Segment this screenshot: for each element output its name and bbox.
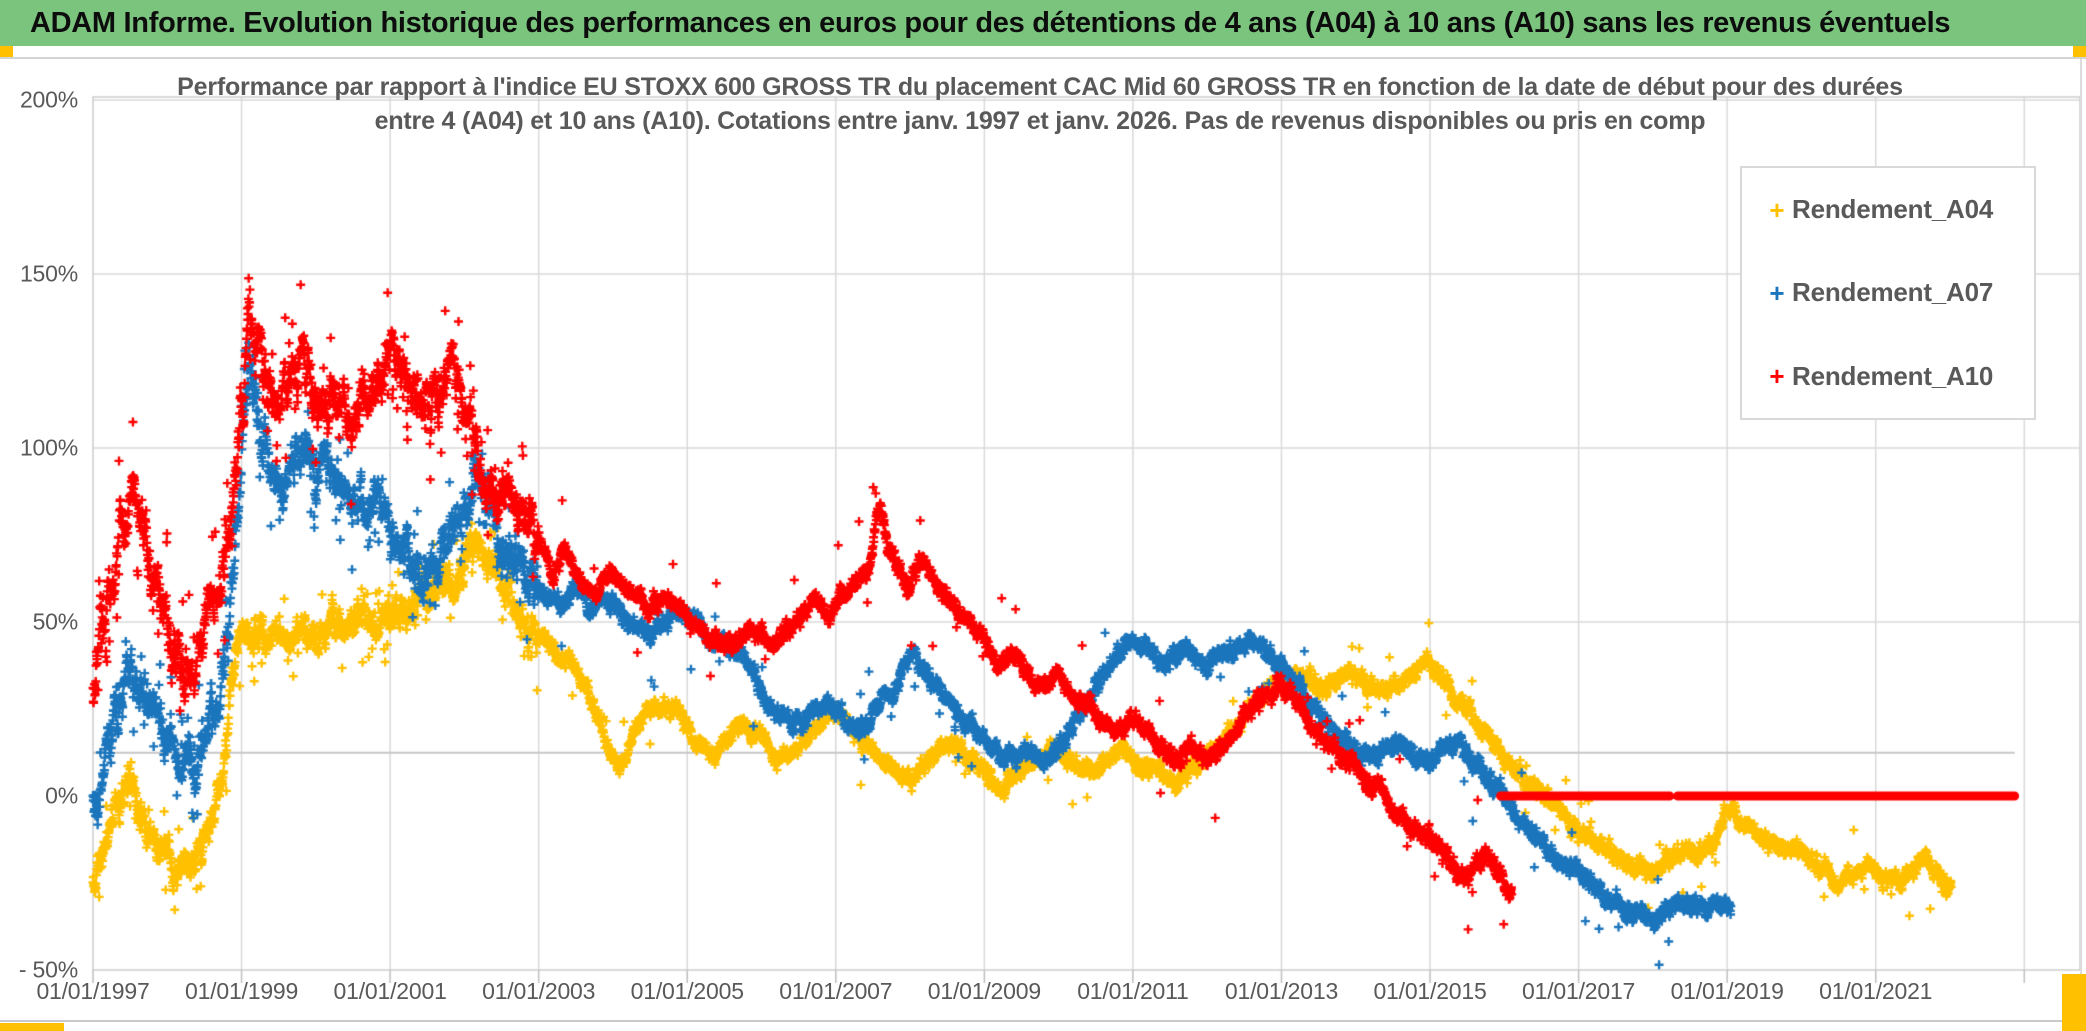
legend-plus-marker-icon: + [1769,194,1785,225]
legend-plus-marker-icon: + [1769,277,1785,308]
x-axis-label: 01/01/2003 [482,978,596,1004]
x-axis-label: 01/01/2005 [630,978,744,1004]
chart-title: Performance par rapport à l'indice EU ST… [130,70,1950,138]
y-axis-label: - 50% [18,956,78,983]
window-right-border [2080,59,2082,974]
y-axis-label: 150% [19,260,78,287]
y-axis-label: 0% [45,782,78,809]
x-axis-label: 01/01/2011 [1077,978,1189,1004]
y-axis-label: 100% [19,434,78,461]
y-axis-label: 50% [32,608,79,635]
x-axis-label: 01/01/2021 [1819,978,1933,1004]
legend-label: Rendement_A04 [1792,194,1994,225]
legend-plus-marker-icon: + [1769,361,1785,392]
orange-accent-bottom-left [0,1023,64,1031]
orange-accent-bottom-right [2062,974,2086,1031]
legend-item-a04[interactable]: + Rendement_A04 [1742,194,2034,225]
chart-legend: + Rendement_A04 + Rendement_A07 + Rendement_A… [1740,166,2036,420]
chart-title-line-2: entre 4 (A04) et 10 ans (A10). Cotations… [374,107,1706,135]
x-axis-label: 01/01/2009 [927,978,1041,1004]
legend-item-a10[interactable]: + Rendement_A10 [1742,361,2034,392]
legend-item-a07[interactable]: + Rendement_A07 [1742,277,2034,308]
x-axis-label: 01/01/2013 [1224,978,1339,1004]
x-axis-label: 01/01/2019 [1670,978,1784,1004]
x-axis-label: 01/01/2001 [333,978,447,1004]
x-axis-label: 01/01/1997 [36,978,150,1004]
legend-label: Rendement_A10 [1792,360,1994,391]
y-axis-label: 200% [19,86,78,113]
chart-title-line-1: Performance par rapport à l'indice EU ST… [177,73,1903,101]
x-axis-label: 01/01/2007 [779,978,893,1004]
x-axis-label: 01/01/2015 [1373,978,1487,1004]
x-axis-label: 01/01/1999 [184,978,299,1004]
window-bottom-border [0,1020,2062,1022]
legend-label: Rendement_A07 [1792,277,1994,308]
x-axis-label: 01/01/2017 [1522,978,1636,1004]
